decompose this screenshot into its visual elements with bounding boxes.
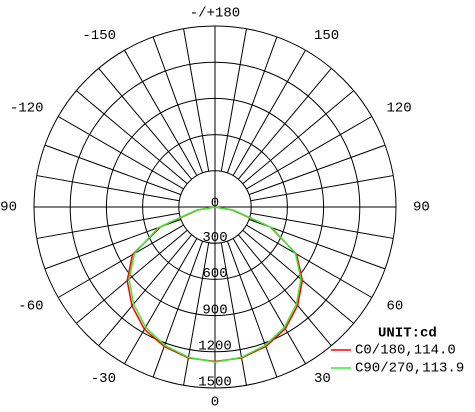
labels: 030060090012001500-/+1801501209060300-30… xyxy=(0,6,464,411)
angle-label: 90 xyxy=(413,200,430,216)
spoke xyxy=(183,242,210,386)
spoke xyxy=(98,68,193,180)
legend-label: C90/270,113.9 xyxy=(355,361,464,377)
spoke xyxy=(152,36,204,174)
spoke xyxy=(76,229,188,324)
angle-label: 30 xyxy=(314,371,331,387)
spoke xyxy=(36,212,180,239)
angle-label: 120 xyxy=(386,101,411,117)
spoke xyxy=(237,234,332,346)
angle-label: -90 xyxy=(0,200,17,216)
spoke xyxy=(124,238,198,365)
angle-label: -120 xyxy=(10,101,44,117)
spoke xyxy=(152,240,204,378)
r-tick-label: 1500 xyxy=(198,375,232,391)
intensity-curve xyxy=(128,206,302,363)
r-tick-label: 600 xyxy=(202,266,227,282)
spoke xyxy=(76,90,188,185)
spoke xyxy=(250,212,394,239)
curves xyxy=(126,206,304,363)
r-tick-label: 1200 xyxy=(198,339,232,355)
spoke xyxy=(246,224,373,298)
spoke xyxy=(44,144,182,196)
spoke xyxy=(232,238,306,365)
spoke xyxy=(232,49,306,176)
spoke xyxy=(98,234,193,346)
spoke xyxy=(220,28,247,172)
spoke xyxy=(237,68,332,180)
spoke xyxy=(246,116,373,190)
spoke xyxy=(36,175,180,202)
spoke xyxy=(226,240,278,378)
r-tick-label: 0 xyxy=(211,196,219,212)
angle-label: -/+180 xyxy=(190,6,240,22)
spoke xyxy=(226,36,278,174)
r-tick-label: 300 xyxy=(202,230,227,246)
spoke xyxy=(242,229,354,324)
spoke xyxy=(220,242,247,386)
angle-label: 60 xyxy=(386,299,403,315)
spoke xyxy=(248,144,386,196)
spoke xyxy=(124,49,198,176)
spoke xyxy=(57,224,184,298)
angle-label: 0 xyxy=(211,395,219,411)
grid xyxy=(33,25,397,389)
angle-label: -150 xyxy=(82,28,116,44)
r-tick-label: 900 xyxy=(202,302,227,318)
spoke xyxy=(250,175,394,202)
spoke xyxy=(57,116,184,190)
legend-label: C0/180,114.0 xyxy=(355,343,456,359)
unit-label: UNIT:cd xyxy=(378,326,437,342)
angle-label: -30 xyxy=(91,371,116,387)
spoke xyxy=(242,90,354,185)
angle-label: -60 xyxy=(18,299,43,315)
spoke xyxy=(183,28,210,172)
angle-label: 150 xyxy=(314,28,339,44)
